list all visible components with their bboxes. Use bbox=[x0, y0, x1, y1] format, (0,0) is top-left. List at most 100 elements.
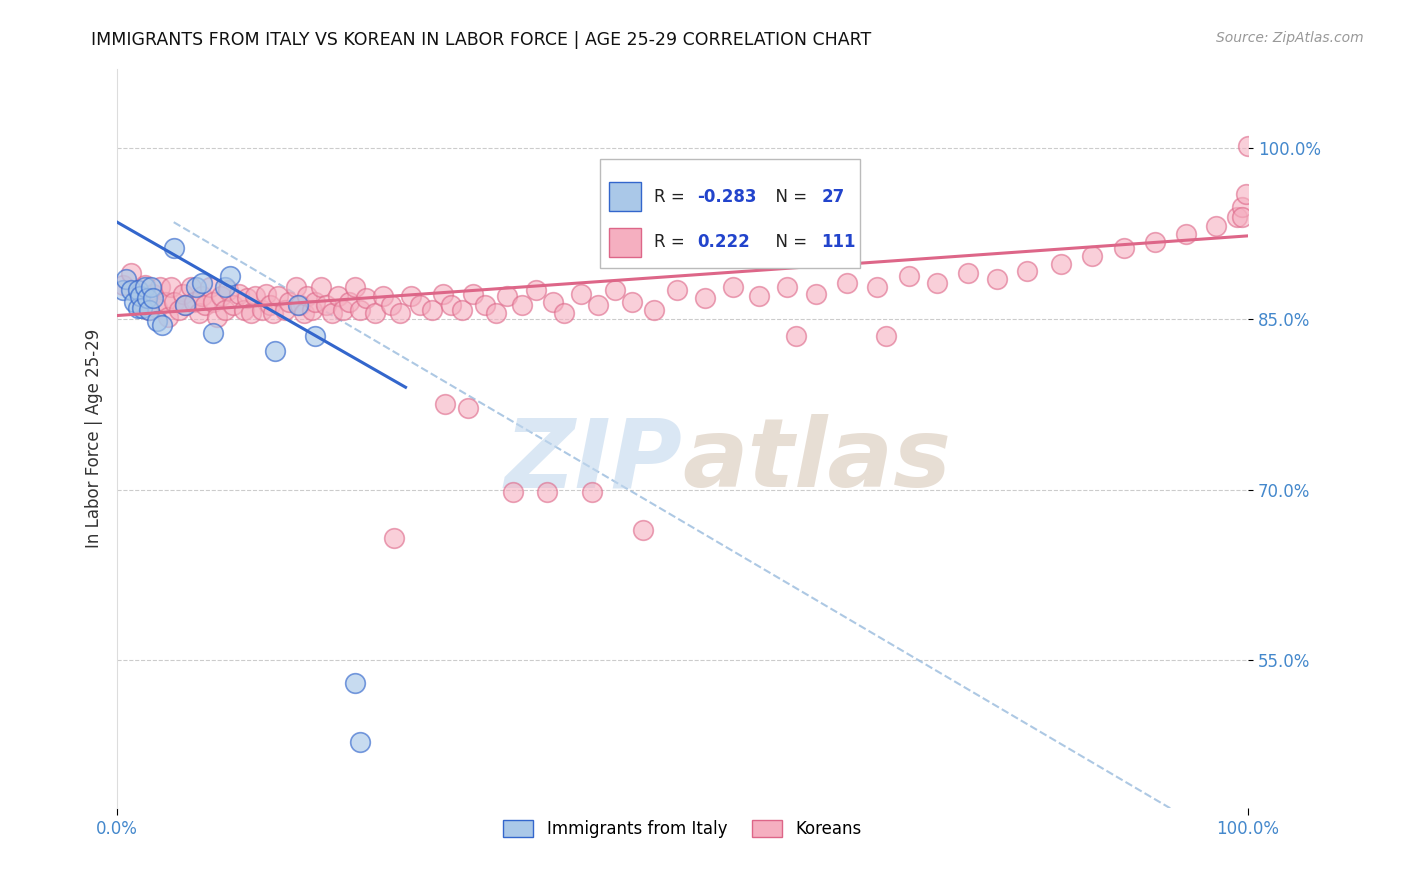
Point bbox=[835, 276, 858, 290]
Point bbox=[695, 292, 717, 306]
Point bbox=[122, 294, 145, 309]
Y-axis label: In Labor Force | Age 25-29: In Labor Force | Age 25-29 bbox=[86, 329, 103, 548]
Point bbox=[956, 267, 979, 281]
Point bbox=[315, 298, 337, 312]
Point bbox=[875, 329, 897, 343]
Point bbox=[723, 280, 745, 294]
Point bbox=[236, 292, 259, 306]
Point bbox=[420, 302, 443, 317]
Point bbox=[160, 280, 183, 294]
Point bbox=[474, 298, 496, 312]
Text: -0.283: -0.283 bbox=[697, 187, 756, 205]
Point bbox=[785, 329, 807, 343]
Point bbox=[221, 298, 243, 312]
Point bbox=[194, 298, 217, 312]
Point bbox=[1232, 210, 1254, 224]
Point bbox=[217, 284, 239, 298]
Point bbox=[382, 531, 405, 545]
Point bbox=[1144, 235, 1167, 249]
Point bbox=[278, 294, 301, 309]
Point bbox=[451, 302, 474, 317]
Text: Source: ZipAtlas.com: Source: ZipAtlas.com bbox=[1216, 31, 1364, 45]
Point bbox=[620, 294, 643, 309]
Point bbox=[897, 268, 920, 283]
Text: R =: R = bbox=[654, 187, 690, 205]
Point bbox=[142, 292, 165, 306]
Point bbox=[1081, 249, 1104, 263]
Point bbox=[775, 280, 797, 294]
Point bbox=[202, 294, 225, 309]
Point bbox=[172, 286, 194, 301]
Point bbox=[228, 286, 250, 301]
Point bbox=[205, 310, 228, 324]
Point bbox=[149, 280, 172, 294]
Point bbox=[232, 302, 254, 317]
Point bbox=[665, 284, 688, 298]
Text: 27: 27 bbox=[821, 187, 845, 205]
Point bbox=[139, 280, 162, 294]
Point bbox=[380, 298, 402, 312]
Point bbox=[804, 286, 827, 301]
Text: atlas: atlas bbox=[682, 414, 952, 508]
Point bbox=[259, 298, 281, 312]
Point bbox=[131, 294, 153, 309]
Bar bbox=[609, 182, 641, 211]
Point bbox=[321, 306, 343, 320]
Point bbox=[349, 302, 371, 317]
Point bbox=[290, 298, 312, 312]
Point bbox=[1205, 219, 1227, 233]
Point bbox=[191, 289, 214, 303]
Point bbox=[198, 280, 221, 294]
Point bbox=[1232, 201, 1254, 215]
Point bbox=[264, 343, 287, 358]
Point bbox=[485, 306, 508, 320]
Point bbox=[138, 302, 160, 317]
Point bbox=[349, 735, 371, 749]
Point bbox=[301, 302, 323, 317]
Point bbox=[262, 306, 284, 320]
Point bbox=[111, 284, 134, 298]
Point bbox=[1234, 186, 1257, 201]
Point bbox=[115, 272, 138, 286]
Point bbox=[187, 306, 209, 320]
Text: 111: 111 bbox=[821, 234, 856, 252]
Point bbox=[354, 292, 377, 306]
Text: IMMIGRANTS FROM ITALY VS KOREAN IN LABOR FORCE | AGE 25-29 CORRELATION CHART: IMMIGRANTS FROM ITALY VS KOREAN IN LABOR… bbox=[91, 31, 872, 49]
Point bbox=[371, 289, 394, 303]
Text: N =: N = bbox=[765, 234, 813, 252]
Point bbox=[145, 301, 167, 315]
Point bbox=[145, 314, 167, 328]
Point bbox=[409, 298, 432, 312]
Point bbox=[186, 280, 208, 294]
Point bbox=[128, 289, 150, 303]
Point bbox=[586, 298, 609, 312]
Point bbox=[127, 284, 149, 298]
Point bbox=[191, 276, 214, 290]
Bar bbox=[600, 159, 860, 268]
Point bbox=[284, 280, 307, 294]
Point bbox=[440, 298, 463, 312]
Point bbox=[1050, 257, 1073, 271]
Point bbox=[214, 302, 236, 317]
Point bbox=[152, 318, 174, 332]
Point bbox=[343, 280, 366, 294]
Point bbox=[1112, 241, 1135, 255]
Point bbox=[631, 523, 654, 537]
Point bbox=[603, 284, 626, 298]
Point bbox=[250, 302, 273, 317]
Point bbox=[239, 306, 262, 320]
Text: R =: R = bbox=[654, 234, 696, 252]
Legend: Immigrants from Italy, Koreans: Immigrants from Italy, Koreans bbox=[496, 813, 869, 845]
Point bbox=[163, 241, 186, 255]
Point bbox=[866, 280, 889, 294]
Point bbox=[180, 280, 202, 294]
Point bbox=[1174, 227, 1197, 241]
Point bbox=[388, 306, 411, 320]
Point bbox=[256, 286, 278, 301]
Point bbox=[153, 294, 176, 309]
Point bbox=[219, 268, 242, 283]
Point bbox=[292, 306, 315, 320]
Text: ZIP: ZIP bbox=[505, 414, 682, 508]
Point bbox=[643, 302, 665, 317]
Point bbox=[131, 301, 153, 315]
